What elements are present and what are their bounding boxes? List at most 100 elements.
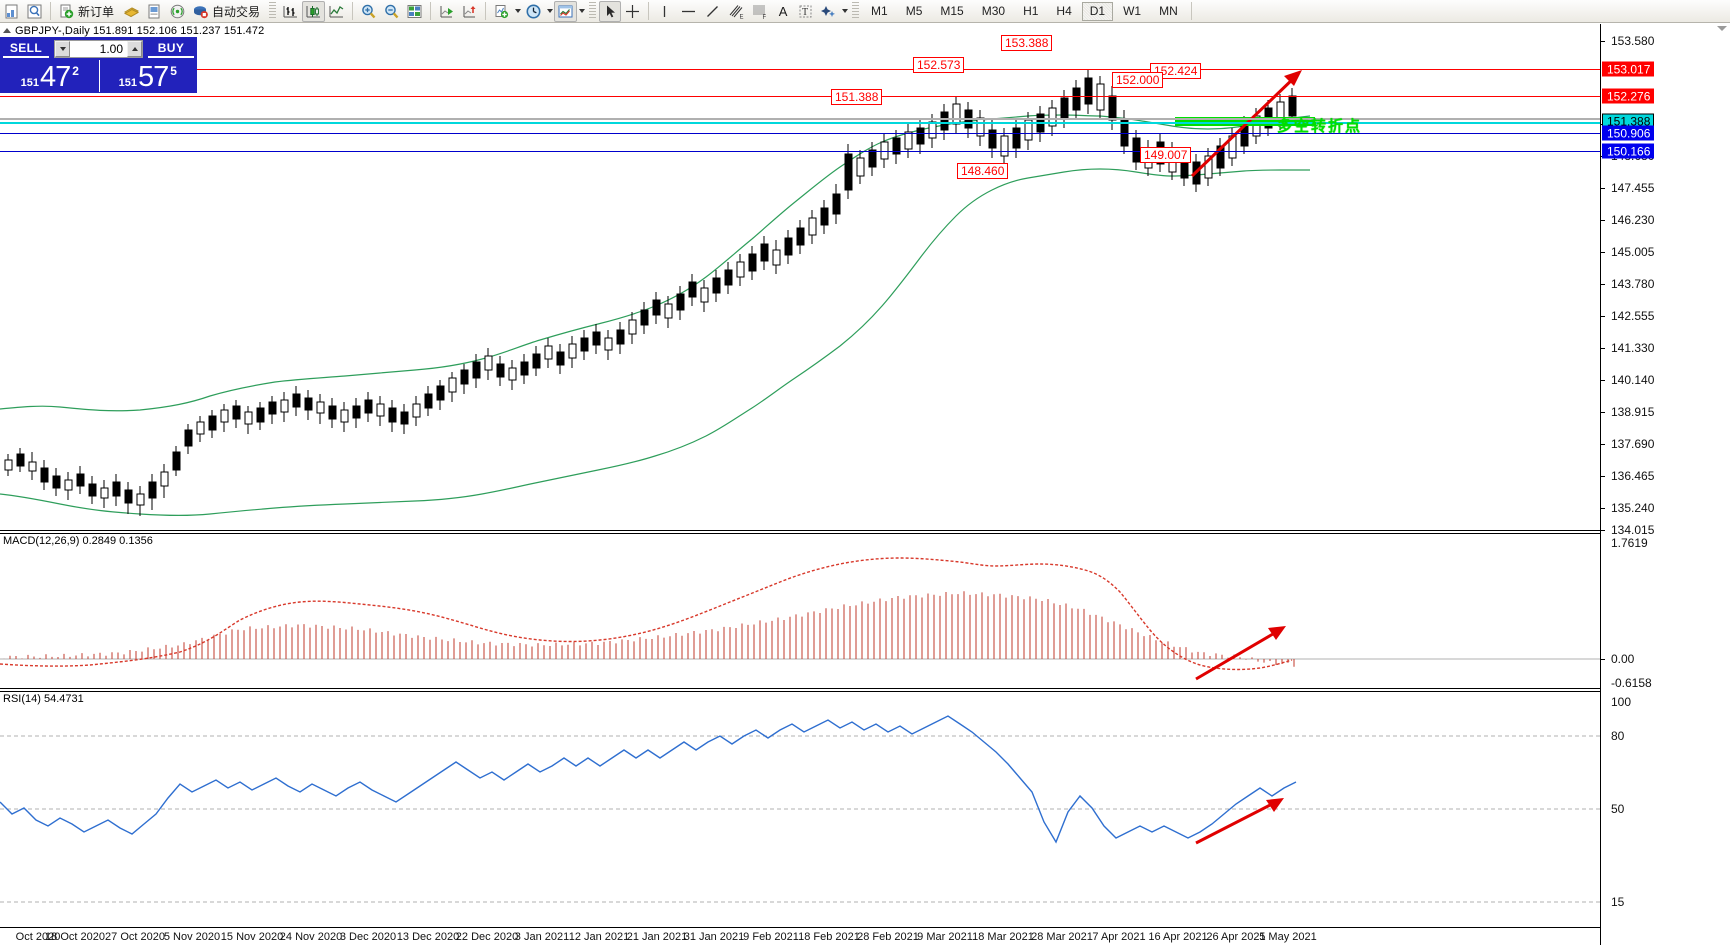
date-tick-16: 9 Mar 2021 <box>917 931 973 943</box>
buy-price-prefix: 151 <box>118 77 137 89</box>
bar-chart-icon[interactable] <box>279 1 302 22</box>
price-tag-150166[interactable]: 150.166 <box>1602 143 1655 159</box>
autotrading-label: 自动交易 <box>212 4 261 19</box>
gray-line[interactable] <box>0 118 1600 120</box>
crosshair-icon[interactable] <box>621 1 644 22</box>
date-tick-11: 21 Jan 2021 <box>626 931 688 943</box>
price-pane[interactable] <box>0 24 1600 534</box>
price-tick-145005: 145.005 <box>1601 245 1654 259</box>
price-label-151388[interactable]: 151.388 <box>831 89 883 105</box>
trade-panel-top-row: SELL 1.00 BUY <box>1 38 196 60</box>
volume-decrease-button[interactable] <box>55 41 70 57</box>
symbol-info-text: GBPJPY-,Daily 151.891 152.106 151.237 15… <box>15 24 265 37</box>
cursor-icon[interactable] <box>599 0 622 22</box>
volume-input[interactable]: 1.00 <box>54 40 143 58</box>
timeframe-mn[interactable]: MN <box>1159 4 1178 18</box>
timeframe-m1[interactable]: M1 <box>871 4 888 18</box>
zoom-out-icon[interactable] <box>380 1 403 22</box>
chart-area[interactable]: 153.388 152.573 152.424 152.000 151.388 … <box>0 24 1730 945</box>
sell-price[interactable]: 151 47 2 <box>1 60 99 92</box>
volume-value[interactable]: 1.00 <box>99 42 123 56</box>
toolbar-separator-3 <box>430 2 432 20</box>
fibonacci-icon[interactable]: F <box>748 1 772 22</box>
tile-windows-icon[interactable] <box>403 1 426 22</box>
resistance-line-153017[interactable] <box>0 69 1600 70</box>
timeframe-m5[interactable]: M5 <box>905 4 923 18</box>
toolbar-grip-2[interactable] <box>589 2 597 20</box>
price-tag-151388-bid[interactable]: 151.388 <box>1602 113 1655 129</box>
timeframe-d1[interactable]: D1 <box>1081 1 1114 21</box>
bid-line-151388[interactable] <box>0 122 1600 124</box>
price-label-153388[interactable]: 153.388 <box>1001 35 1053 51</box>
autotrading-button[interactable]: 自动交易 <box>189 1 266 22</box>
uptrend-arrow-rsi <box>1195 798 1284 845</box>
price-tag-152276[interactable]: 152.276 <box>1602 88 1655 104</box>
text-icon[interactable]: A <box>772 1 794 22</box>
chart-shift-icon[interactable] <box>458 1 481 22</box>
price-tag-153017[interactable]: 153.017 <box>1602 61 1655 77</box>
main-toolbar: 新订单 <box>0 0 1730 23</box>
volume-increase-button[interactable] <box>127 41 142 57</box>
zoom-in-icon[interactable] <box>357 1 380 22</box>
date-tick-4: 15 Nov 2020 <box>220 931 284 943</box>
price-label-148460[interactable]: 148.460 <box>957 163 1009 179</box>
macd-pane[interactable] <box>0 534 1600 694</box>
indicators-icon[interactable] <box>490 1 513 22</box>
timeframe-w1[interactable]: W1 <box>1123 4 1142 18</box>
toolbar-grip-3[interactable] <box>852 2 860 20</box>
uptrend-arrow-main <box>1190 70 1302 178</box>
timeframe-m15[interactable]: M15 <box>940 4 964 18</box>
auto-scroll-icon[interactable] <box>435 1 458 22</box>
toolbar-separator <box>50 2 51 20</box>
date-tick-19: 7 Apr 2021 <box>1092 931 1146 943</box>
support-line-150906[interactable] <box>0 133 1600 134</box>
one-click-trading-panel[interactable]: SELL 1.00 BUY 151 47 2 151 57 5 <box>0 37 197 93</box>
scroll-up-arrow-icon[interactable] <box>1716 24 1728 32</box>
line-chart-icon[interactable] <box>325 1 348 22</box>
signals-icon[interactable] <box>166 1 189 22</box>
equidistant-channel-icon[interactable]: E <box>724 1 748 22</box>
support-line-150166[interactable] <box>0 151 1600 152</box>
timeframe-h1[interactable]: H1 <box>1023 4 1039 18</box>
price-axis[interactable]: 153.580 149.905 148.680 147.455 146.230 … <box>1600 24 1730 945</box>
collapse-triangle-icon[interactable] <box>3 28 11 33</box>
date-axis[interactable]: Oct 2020 18 Oct 2020 27 Oct 2020 5 Nov 2… <box>0 927 1600 945</box>
chinese-annotation-turning-point[interactable]: 多空转折点 <box>1277 118 1363 135</box>
candlestick-chart-icon[interactable] <box>302 0 326 22</box>
toolbar-grip[interactable] <box>269 2 277 20</box>
trendline-icon[interactable] <box>701 1 724 22</box>
new-chart-icon[interactable] <box>0 1 23 22</box>
rsi-pane[interactable] <box>0 692 1600 927</box>
gold-bars-icon[interactable] <box>120 1 143 22</box>
price-tag-150906[interactable]: 150.906 <box>1602 125 1655 141</box>
date-tick-12: 31 Jan 2021 <box>683 931 745 943</box>
macd-tick-1-7619: 1.7619 <box>1611 536 1648 550</box>
date-tick-1: 18 Oct 2020 <box>45 931 105 943</box>
shapes-icon[interactable] <box>817 1 840 22</box>
price-label-149007[interactable]: 149.007 <box>1140 147 1192 163</box>
templates-icon[interactable] <box>554 0 578 22</box>
price-tick-137690: 137.690 <box>1601 437 1654 451</box>
terminal-icon[interactable] <box>143 1 166 22</box>
periods-icon[interactable] <box>522 1 545 22</box>
shapes-dropdown-arrow[interactable] <box>840 2 849 20</box>
buy-button[interactable]: BUY <box>148 40 194 58</box>
vertical-line-icon[interactable] <box>653 1 676 22</box>
buy-price[interactable]: 151 57 5 <box>98 60 197 92</box>
new-order-button[interactable]: 新订单 <box>55 1 120 22</box>
chart-profile-icon[interactable] <box>23 1 46 22</box>
text-label-icon[interactable]: T <box>794 1 817 22</box>
periods-dropdown-arrow[interactable] <box>545 2 554 20</box>
trade-panel-price-row: 151 47 2 151 57 5 <box>1 60 196 92</box>
timeframe-h4[interactable]: H4 <box>1056 4 1072 18</box>
horizontal-line-icon[interactable] <box>676 1 701 22</box>
indicators-dropdown-arrow[interactable] <box>513 2 522 20</box>
resistance-line-152276[interactable] <box>0 96 1600 97</box>
price-label-152000[interactable]: 152.000 <box>1112 72 1164 88</box>
timeframe-m30[interactable]: M30 <box>981 4 1006 18</box>
date-tick-7: 13 Dec 2020 <box>396 931 460 943</box>
rsi-line <box>0 715 1297 844</box>
sell-button[interactable]: SELL <box>3 40 49 58</box>
templates-dropdown-arrow[interactable] <box>577 2 586 20</box>
price-label-152573[interactable]: 152.573 <box>913 57 965 73</box>
